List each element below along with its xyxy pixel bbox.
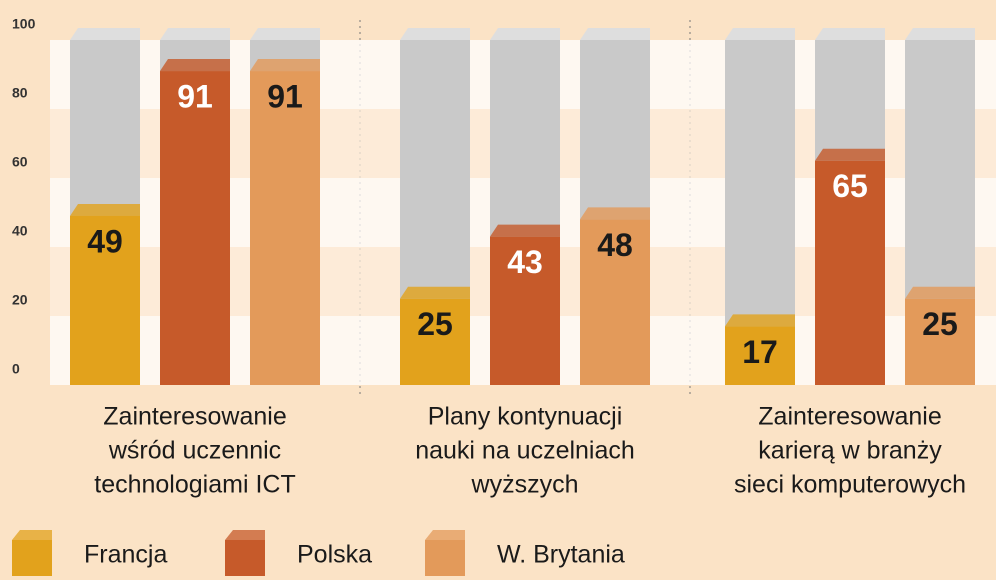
bar <box>70 215 140 385</box>
x-tick-label: nauki na uczelniach <box>415 437 635 465</box>
value-label: 17 <box>742 334 778 370</box>
bar-top <box>815 148 885 161</box>
bar-top <box>250 59 320 72</box>
legend-label: W. Brytania <box>497 541 625 569</box>
bar-background-top <box>905 28 975 40</box>
bar-top <box>905 286 975 299</box>
y-tick-label: 100 <box>12 16 36 32</box>
value-label: 43 <box>507 244 543 280</box>
bar <box>160 71 230 386</box>
bar-background-top <box>250 28 320 40</box>
bar <box>250 71 320 386</box>
legend-swatch <box>425 540 465 576</box>
x-tick-label: wśród uczennic <box>108 437 281 465</box>
value-label: 48 <box>597 227 633 263</box>
x-tick-label: technologiami ICT <box>94 471 295 499</box>
bar <box>725 326 795 385</box>
bar-background-top <box>580 28 650 40</box>
value-label: 49 <box>87 223 123 259</box>
x-tick-label: Zainteresowanie <box>758 403 941 431</box>
bar-top <box>160 59 230 72</box>
y-tick-label: 0 <box>12 361 20 377</box>
bar-background-top <box>490 28 560 40</box>
legend-swatch <box>12 540 52 576</box>
bar-background-top <box>160 28 230 40</box>
x-tick-label: Plany kontynuacji <box>428 403 623 431</box>
value-label: 65 <box>832 168 868 204</box>
legend-swatch-top <box>225 530 265 540</box>
y-tick-label: 40 <box>12 223 28 239</box>
bar-background-top <box>400 28 470 40</box>
legend-swatch-top <box>12 530 52 540</box>
legend-label: Polska <box>297 541 372 569</box>
bar-top <box>580 207 650 220</box>
bar-background-top <box>70 28 140 40</box>
bar <box>400 298 470 385</box>
value-label: 25 <box>417 306 453 342</box>
bar-background-top <box>725 28 795 40</box>
bar <box>815 160 885 385</box>
legend-label: Francja <box>84 541 167 569</box>
bar <box>580 219 650 385</box>
legend-swatch <box>225 540 265 576</box>
bar-top <box>70 203 140 216</box>
legend-swatch-top <box>425 530 465 540</box>
bar-background-top <box>815 28 885 40</box>
x-tick-label: wyższych <box>471 471 579 499</box>
y-tick-label: 60 <box>12 154 28 170</box>
value-label: 91 <box>267 79 303 115</box>
y-tick-label: 20 <box>12 292 28 308</box>
bar <box>905 298 975 385</box>
x-tick-label: Zainteresowanie <box>103 403 286 431</box>
bar-top <box>400 286 470 299</box>
y-tick-label: 80 <box>12 85 28 101</box>
bar <box>490 236 560 385</box>
bar-top <box>490 224 560 237</box>
value-label: 25 <box>922 306 958 342</box>
x-tick-label: karierą w branży <box>758 437 942 465</box>
value-label: 91 <box>177 79 213 115</box>
bar-top <box>725 314 795 327</box>
x-tick-label: sieci komputerowych <box>734 471 966 499</box>
